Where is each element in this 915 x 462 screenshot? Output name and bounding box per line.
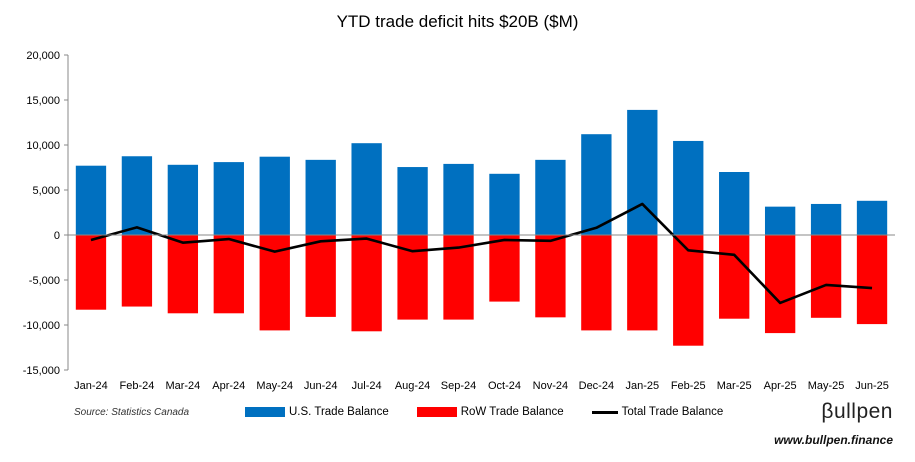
x-tick-label-9: Oct-24 (488, 380, 521, 392)
us-bar-1 (121, 156, 153, 235)
row-bar-5 (305, 235, 336, 317)
us-bar-3 (213, 162, 244, 235)
x-tick-label-5: Jun-24 (304, 380, 338, 392)
bars-layer (75, 109, 888, 346)
legend-item-total: Total Trade Balance (591, 406, 724, 418)
row-bar-2 (167, 235, 199, 314)
row-bar-12 (627, 235, 658, 331)
x-tick-label-8: Sep-24 (441, 380, 476, 392)
bullpen-logo: βullpen (821, 400, 893, 423)
legend-label-us: U.S. Trade Balance (289, 406, 389, 418)
x-tick-label-0: Jan-24 (74, 380, 108, 392)
row-bar-1 (121, 235, 153, 307)
us-bar-6 (351, 143, 382, 235)
us-bar-11 (581, 134, 612, 235)
row-bar-3 (213, 235, 244, 314)
us-bar-7 (397, 167, 428, 235)
x-tick-label-16: May-25 (808, 380, 845, 392)
y-tick-label-1: 15,000 (26, 95, 60, 107)
x-tick-label-4: May-24 (256, 380, 293, 392)
us-bar-8 (443, 163, 474, 235)
y-tick-label-6: -10,000 (23, 320, 60, 332)
us-bar-15 (764, 206, 796, 235)
x-tick-label-13: Feb-25 (671, 380, 706, 392)
row-bar-17 (856, 235, 888, 325)
us-bar-10 (535, 159, 566, 235)
x-tick-label-10: Nov-24 (533, 380, 568, 392)
row-bar-15 (764, 235, 796, 334)
x-tick-label-1: Feb-24 (119, 380, 154, 392)
x-tick-label-2: Mar-24 (165, 380, 200, 392)
y-tick-label-2: 10,000 (26, 140, 60, 152)
legend-swatch-total (591, 410, 618, 414)
legend: U.S. Trade Balance RoW Trade Balance Tot… (245, 406, 723, 418)
total-balance-line (90, 202, 873, 305)
us-bar-14 (719, 172, 750, 235)
legend-swatch-us (245, 407, 285, 417)
row-bar-16 (810, 235, 842, 318)
row-bar-0 (75, 235, 107, 310)
y-tick-label-3: 5,000 (32, 185, 60, 197)
x-tick-label-3: Apr-24 (212, 380, 245, 392)
row-bar-13 (673, 235, 704, 346)
row-bar-14 (719, 235, 750, 319)
row-bar-9 (489, 235, 520, 302)
x-tick-label-11: Dec-24 (579, 380, 614, 392)
legend-swatch-row (416, 407, 457, 417)
axes-layer: 20,000 15,000 10,000 5,000 0 -5,000 -10,000 -15… (23, 50, 895, 392)
us-bar-17 (856, 200, 888, 235)
x-tick-label-14: Mar-25 (717, 380, 752, 392)
source-note: Source: Statistics Canada (74, 407, 190, 418)
row-bar-10 (535, 235, 566, 318)
row-bar-11 (581, 235, 612, 331)
legend-label-row: RoW Trade Balance (460, 406, 564, 418)
x-tick-label-7: Aug-24 (395, 380, 430, 392)
x-tick-label-6: Jul-24 (352, 380, 382, 392)
y-tick-label-7: -15,000 (23, 365, 60, 377)
us-bar-5 (305, 159, 336, 235)
us-bar-0 (75, 165, 107, 235)
y-tick-label-0: 20,000 (26, 50, 60, 62)
chart-title: YTD trade deficit hits $20B ($M) (336, 12, 579, 31)
us-bar-13 (673, 140, 704, 235)
y-tick-label-5: -5,000 (29, 275, 60, 287)
legend-item-us: U.S. Trade Balance (245, 406, 389, 418)
row-bar-6 (351, 235, 382, 332)
us-bar-2 (167, 164, 199, 235)
website-link[interactable]: www.bullpen.finance (774, 433, 893, 447)
line-layer (90, 202, 873, 305)
x-tick-label-17: Jun-25 (855, 380, 889, 392)
x-tick-label-12: Jan-25 (625, 380, 659, 392)
legend-label-total: Total Trade Balance (621, 406, 724, 418)
y-tick-label-4: 0 (54, 230, 60, 242)
us-bar-4 (259, 156, 290, 235)
us-bar-16 (810, 203, 842, 235)
us-bar-9 (489, 173, 520, 235)
x-tick-label-15: Apr-25 (764, 380, 797, 392)
legend-item-row: RoW Trade Balance (416, 406, 564, 418)
